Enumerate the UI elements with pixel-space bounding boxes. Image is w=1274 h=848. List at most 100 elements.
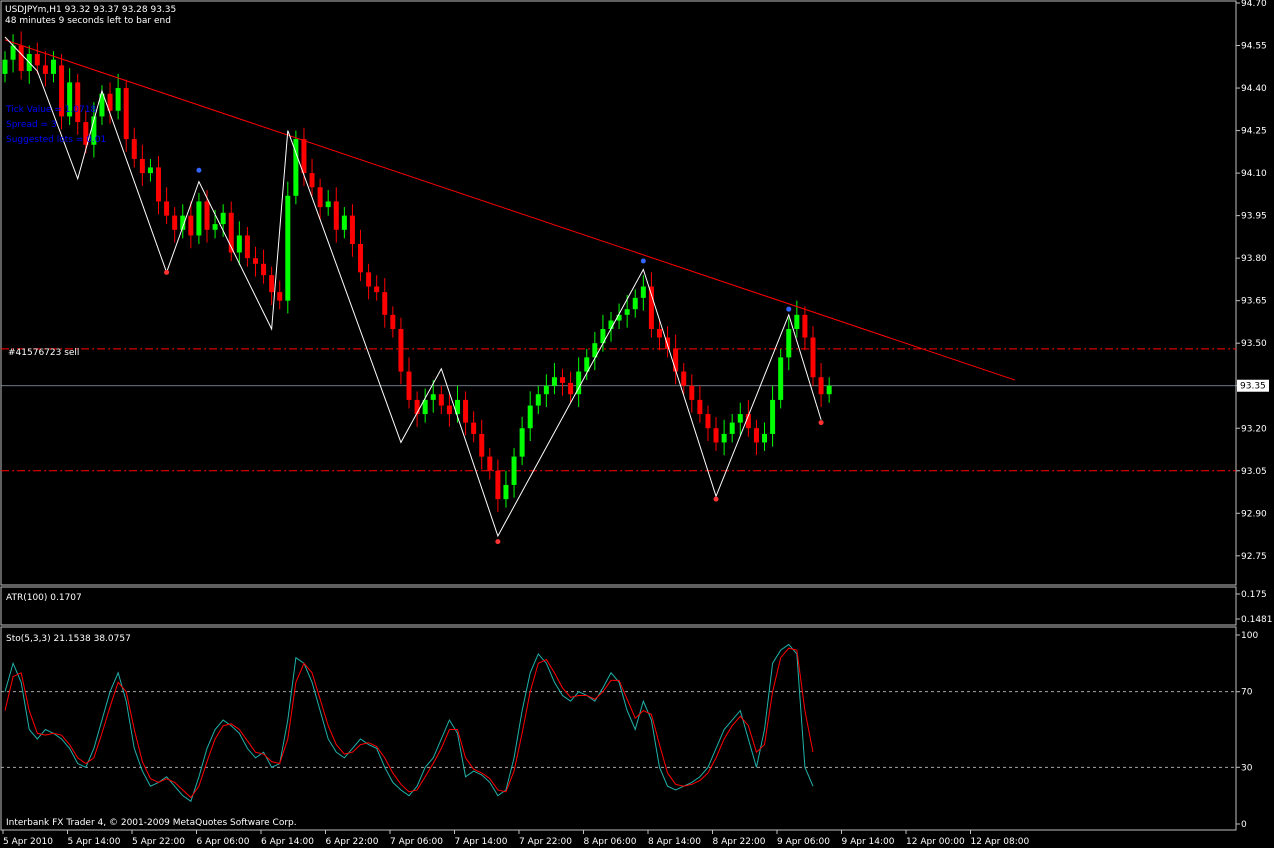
price-layer: [1, 31, 1236, 545]
candle-body: [204, 201, 210, 230]
swing-marker: [495, 539, 501, 545]
candle-body: [2, 59, 8, 74]
x-axis-label: 6 Apr 22:00: [326, 837, 379, 847]
candle-body: [543, 385, 549, 395]
candle-body: [293, 139, 299, 196]
candle-body: [721, 433, 727, 443]
x-axis-label: 12 Apr 00:00: [906, 837, 965, 847]
atr-title: ATR(100) 0.1707: [6, 593, 82, 603]
candle-body: [568, 382, 574, 395]
candle-body: [479, 433, 485, 457]
atr-tick-label: 0.175: [1241, 590, 1267, 600]
price-tick-label: 94.55: [1241, 42, 1267, 52]
candle-body: [778, 357, 784, 400]
price-tick-label: 93.20: [1241, 424, 1267, 434]
candle-body: [59, 65, 65, 117]
candle-body: [592, 343, 598, 358]
candle-body: [309, 173, 315, 188]
candle-body: [131, 139, 137, 159]
swing-marker: [164, 269, 170, 275]
candle-body: [123, 88, 129, 140]
candle-body: [446, 405, 452, 415]
candle-body: [430, 394, 436, 400]
candle-body: [762, 433, 768, 443]
candle-body: [560, 377, 566, 383]
price-tick-label: 93.65: [1241, 297, 1267, 307]
x-axis-label: 5 Apr 22:00: [132, 837, 185, 847]
candle-body: [656, 329, 662, 338]
candle-body: [10, 45, 16, 60]
copyright-footer: Interbank FX Trader 4, © 2001-2009 MetaQ…: [6, 818, 297, 828]
swing-marker: [640, 258, 646, 264]
swing-marker: [818, 420, 824, 426]
atr-panel[interactable]: [0, 586, 1237, 626]
candle-body: [519, 428, 525, 457]
candle-body: [18, 45, 24, 72]
candle-body: [34, 54, 40, 66]
x-axis-label: 5 Apr 14:00: [68, 837, 121, 847]
candle-body: [317, 187, 323, 208]
stochastic-panel[interactable]: [0, 626, 1237, 831]
candle-body: [826, 385, 832, 395]
candle-body: [349, 215, 355, 244]
zigzag-line: [4, 36, 822, 538]
candle-body: [729, 422, 735, 434]
x-axis-label: 8 Apr 06:00: [584, 837, 637, 847]
candle-body: [366, 272, 372, 287]
candle-body: [632, 297, 638, 310]
candle-body: [252, 258, 258, 264]
candle-body: [454, 399, 460, 415]
candle-body: [818, 377, 824, 395]
x-axis-label: 7 Apr 06:00: [390, 837, 443, 847]
price-tick-label: 94.25: [1241, 127, 1267, 137]
price-tick-label: 93.80: [1241, 254, 1267, 264]
price-tick-label: 93.05: [1241, 467, 1267, 477]
symbol-header: USDJPYm,H1 93.32 93.37 93.28 93.35: [5, 5, 176, 15]
candle-body: [358, 243, 364, 273]
candle-body: [212, 224, 218, 230]
candle-body: [608, 320, 614, 330]
x-axis-label: 12 Apr 08:00: [971, 837, 1030, 847]
candle-body: [333, 201, 339, 230]
candle-body: [277, 292, 283, 301]
candle-body: [180, 215, 186, 230]
candle-body: [382, 292, 388, 315]
swing-marker: [786, 306, 792, 312]
current-price-box: [1237, 379, 1269, 392]
x-axis-label: 7 Apr 22:00: [519, 837, 572, 847]
stochastic-layer: [1, 643, 1236, 803]
price-panel[interactable]: [0, 0, 1237, 586]
price-tick-label: 93.50: [1241, 339, 1267, 349]
stochastic-tick-label: 100: [1241, 631, 1258, 641]
candle-body: [527, 405, 533, 429]
candle-body: [341, 215, 347, 230]
x-axis-label: 7 Apr 14:00: [455, 837, 508, 847]
candle-body: [705, 414, 711, 429]
candle-body: [156, 167, 162, 202]
candle-body: [786, 329, 792, 358]
candle-body: [398, 329, 404, 372]
candle-body: [164, 201, 170, 216]
candle-body: [551, 377, 557, 386]
candle-body: [753, 428, 759, 443]
stochastic-tick-label: 0: [1241, 820, 1247, 830]
candle-body: [107, 93, 113, 111]
price-tick-label: 94.10: [1241, 169, 1267, 179]
candle-body: [770, 399, 776, 434]
timer-header: 48 minutes 9 seconds left to bar end: [5, 16, 171, 26]
candle-body: [697, 399, 703, 415]
candle-body: [269, 275, 275, 293]
candle-body: [325, 201, 331, 208]
candle-body: [374, 286, 380, 293]
x-axis-label: 8 Apr 14:00: [648, 837, 701, 847]
candle-body: [794, 314, 800, 330]
candle-body: [139, 158, 145, 174]
candle-body: [463, 399, 469, 423]
stochastic-main-line: [4, 643, 814, 803]
candle-body: [147, 167, 153, 174]
candle-body: [438, 394, 444, 406]
candle-body: [261, 263, 267, 276]
candle-body: [471, 422, 477, 434]
candle-body: [285, 195, 291, 301]
